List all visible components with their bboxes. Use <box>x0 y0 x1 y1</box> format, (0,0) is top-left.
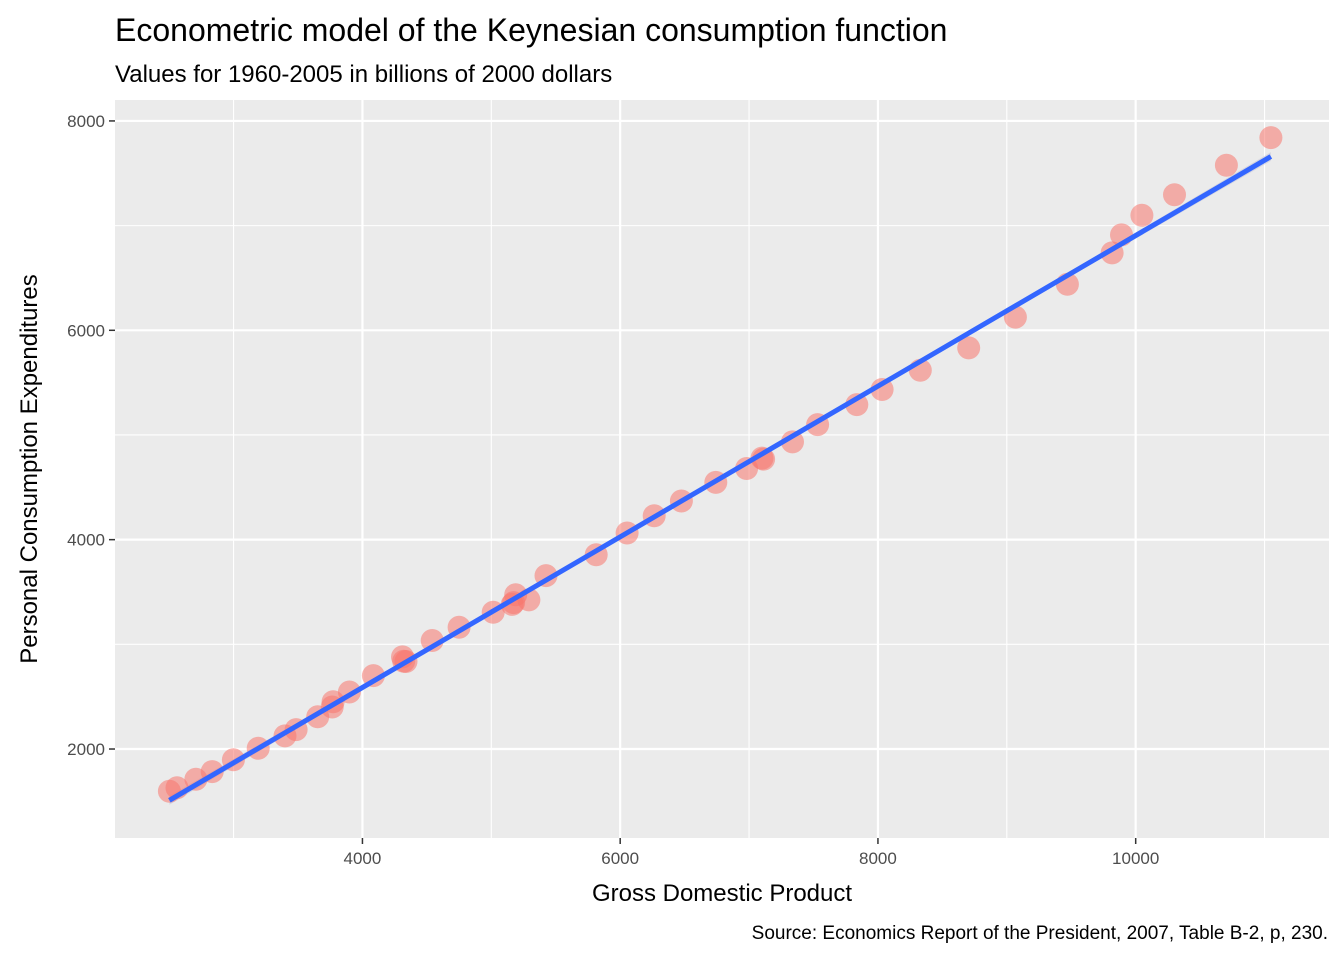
x-axis-title: Gross Domestic Product <box>592 880 852 907</box>
data-point <box>845 393 869 417</box>
x-tick-label: 4000 <box>344 849 382 868</box>
y-tick-label: 6000 <box>67 321 105 340</box>
x-axis: 4000 6000 8000 10000 <box>344 838 1159 868</box>
source-caption: Source: Economics Report of the Presiden… <box>752 923 1328 944</box>
regression-line <box>168 154 1273 803</box>
y-axis: 2000 4000 6000 8000 <box>67 112 115 759</box>
y-tick-label: 2000 <box>67 740 105 759</box>
data-point <box>957 336 981 360</box>
y-tick-label: 8000 <box>67 112 105 131</box>
data-point <box>420 629 444 652</box>
data-point <box>1259 126 1283 150</box>
data-point <box>1130 203 1154 227</box>
x-tick-label: 8000 <box>859 849 897 868</box>
major-gridlines <box>115 100 1329 838</box>
chart-title: Econometric model of the Keynesian consu… <box>115 12 947 48</box>
y-axis-title: Personal Consumption Expenditures <box>16 274 43 664</box>
x-tick-label: 10000 <box>1112 849 1159 868</box>
y-tick-label: 4000 <box>67 531 105 550</box>
data-point <box>361 664 385 688</box>
data-point <box>1214 153 1238 177</box>
x-tick-label: 6000 <box>601 849 639 868</box>
data-point <box>1163 183 1186 207</box>
chart-subtitle: Values for 1960-2005 in billions of 2000… <box>115 61 612 88</box>
data-point <box>781 430 804 454</box>
data-point <box>870 378 894 401</box>
